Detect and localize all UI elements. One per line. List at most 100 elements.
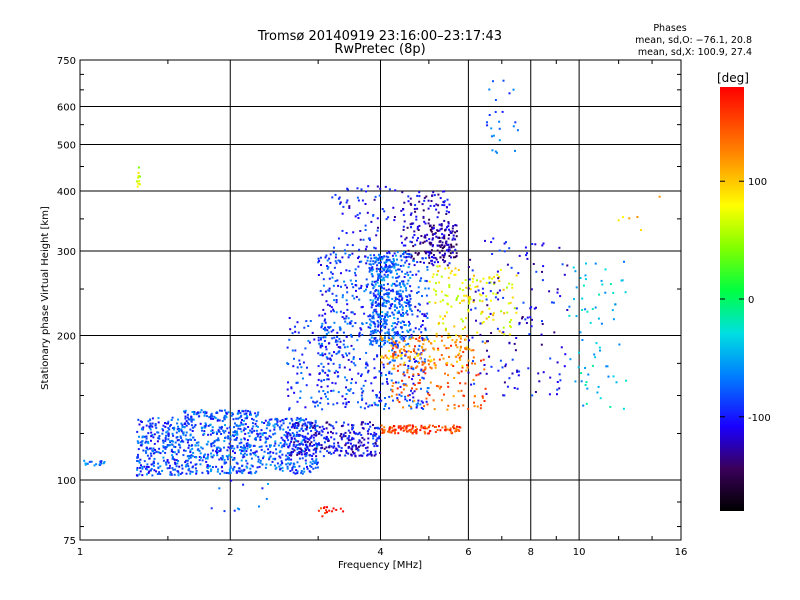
data-point bbox=[532, 263, 535, 265]
data-point bbox=[177, 418, 180, 421]
data-point bbox=[165, 431, 168, 434]
data-point bbox=[367, 326, 370, 329]
data-point bbox=[521, 316, 524, 318]
data-point bbox=[415, 273, 418, 276]
data-point bbox=[372, 424, 374, 426]
data-point bbox=[540, 343, 543, 346]
data-point bbox=[437, 193, 440, 196]
data-point bbox=[169, 471, 172, 474]
data-point bbox=[502, 288, 505, 291]
data-point bbox=[462, 299, 465, 302]
data-point bbox=[269, 450, 272, 453]
data-point bbox=[333, 336, 336, 339]
data-point bbox=[404, 251, 407, 254]
data-point bbox=[411, 427, 414, 430]
data-point bbox=[223, 431, 226, 434]
data-point bbox=[508, 282, 511, 285]
data-point bbox=[219, 472, 222, 475]
data-point bbox=[469, 296, 471, 299]
data-point bbox=[418, 344, 421, 347]
data-point bbox=[342, 205, 345, 208]
data-point bbox=[210, 452, 213, 455]
data-point bbox=[316, 461, 319, 464]
data-point bbox=[349, 439, 352, 442]
data-point bbox=[159, 473, 162, 475]
data-point bbox=[387, 288, 390, 291]
x-axis-label: Frequency [MHz] bbox=[338, 560, 422, 571]
data-point bbox=[636, 216, 639, 218]
data-point bbox=[484, 387, 487, 390]
data-point bbox=[431, 194, 434, 197]
data-point bbox=[293, 449, 296, 452]
data-point bbox=[301, 439, 304, 442]
data-point bbox=[329, 424, 332, 427]
data-point bbox=[564, 353, 567, 356]
data-point bbox=[268, 452, 271, 455]
data-point bbox=[148, 470, 151, 473]
data-point bbox=[377, 276, 380, 279]
data-point bbox=[146, 468, 149, 471]
data-point bbox=[407, 367, 410, 370]
data-point bbox=[176, 439, 179, 442]
data-point bbox=[423, 315, 426, 317]
data-point bbox=[542, 265, 545, 268]
data-point bbox=[416, 239, 418, 242]
data-point bbox=[247, 426, 250, 428]
data-point bbox=[360, 454, 363, 457]
data-point bbox=[440, 385, 443, 388]
data-point bbox=[339, 340, 342, 343]
data-point bbox=[228, 426, 231, 429]
data-point bbox=[339, 327, 342, 330]
data-point bbox=[212, 442, 215, 444]
data-point bbox=[374, 340, 377, 342]
data-point bbox=[433, 358, 436, 361]
data-point bbox=[103, 461, 106, 463]
data-point bbox=[254, 436, 257, 439]
data-point bbox=[524, 318, 527, 321]
data-point bbox=[360, 441, 363, 444]
data-point bbox=[498, 139, 501, 142]
data-point bbox=[537, 372, 540, 375]
data-point bbox=[328, 342, 331, 345]
data-point bbox=[361, 322, 364, 325]
data-point bbox=[391, 385, 394, 387]
data-point bbox=[299, 363, 301, 366]
data-point bbox=[515, 337, 518, 339]
data-point bbox=[420, 426, 423, 429]
data-point bbox=[531, 394, 534, 397]
data-point bbox=[379, 317, 382, 320]
data-point bbox=[322, 336, 325, 339]
data-point bbox=[177, 470, 180, 473]
data-point bbox=[515, 307, 518, 310]
data-points bbox=[83, 79, 661, 518]
data-point bbox=[139, 458, 142, 461]
data-point bbox=[150, 463, 153, 466]
data-point bbox=[320, 264, 322, 266]
data-point bbox=[166, 444, 169, 446]
data-point bbox=[556, 388, 559, 391]
data-point bbox=[432, 347, 435, 350]
data-point bbox=[410, 367, 413, 370]
data-point bbox=[179, 435, 182, 438]
data-point bbox=[430, 252, 433, 255]
data-point bbox=[484, 239, 486, 242]
data-point bbox=[189, 449, 192, 452]
data-point bbox=[252, 425, 255, 428]
data-point bbox=[461, 281, 464, 284]
data-point bbox=[435, 208, 438, 211]
data-point bbox=[388, 333, 391, 336]
data-point bbox=[493, 281, 496, 284]
data-point bbox=[488, 277, 491, 280]
y-tick-label: 200 bbox=[57, 332, 76, 343]
data-point bbox=[257, 460, 260, 463]
data-point bbox=[471, 277, 474, 280]
data-point bbox=[288, 463, 291, 466]
data-point bbox=[371, 284, 374, 287]
data-point bbox=[182, 440, 185, 443]
data-point bbox=[320, 444, 323, 447]
data-point bbox=[369, 268, 372, 271]
data-point bbox=[428, 238, 431, 241]
data-point bbox=[320, 397, 323, 400]
data-point bbox=[234, 422, 236, 425]
data-point bbox=[441, 249, 444, 252]
